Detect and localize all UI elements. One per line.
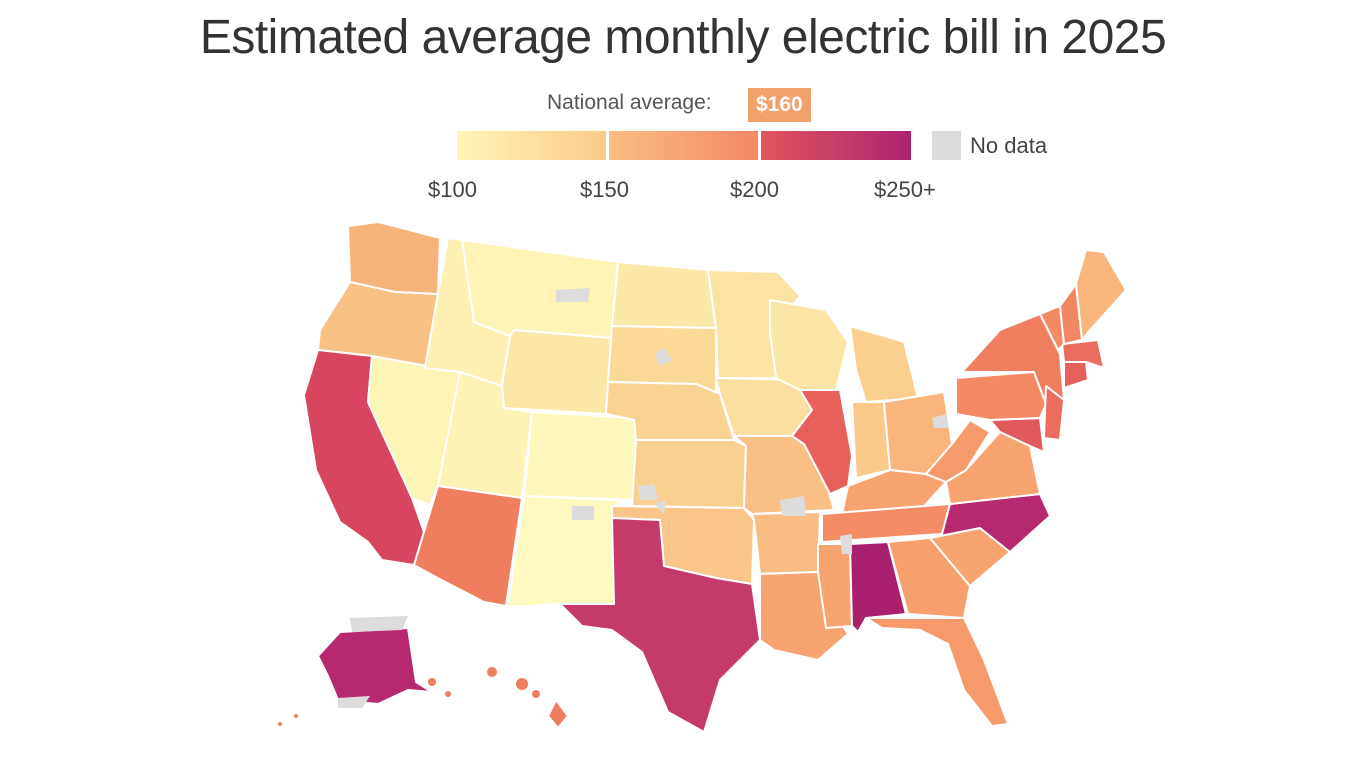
no-data-area: [638, 484, 658, 500]
state-florida: [865, 617, 1009, 727]
legend-tick-150: $150: [580, 177, 629, 202]
no-data-label: No data: [970, 133, 1048, 158]
legend-color-scale-top: [761, 131, 911, 160]
no-data-swatch: [932, 131, 961, 160]
state-arkansas: [751, 511, 821, 575]
state-washington: [347, 221, 441, 295]
state-wisconsin: [769, 299, 849, 391]
no-data-area: [350, 616, 408, 632]
state-wyoming: [501, 329, 613, 415]
island-shape: [278, 722, 282, 726]
national-average-label: National average:: [547, 91, 712, 114]
state-connecticut: [1063, 361, 1089, 389]
no-data-area: [654, 500, 666, 514]
state-new-mexico: [507, 495, 619, 607]
legend-tick-100: $100: [428, 177, 477, 202]
island-shape: [445, 691, 451, 697]
state-massachusetts: [1061, 339, 1105, 369]
no-data-area: [780, 496, 806, 516]
island-shape: [294, 714, 298, 718]
legend-segment-1: [457, 131, 606, 160]
no-data-area: [654, 348, 672, 366]
no-data-area: [572, 506, 594, 520]
island-shape: [487, 667, 497, 677]
state-west-virginia: [925, 419, 991, 483]
national-average-badge: $160: [748, 88, 811, 122]
island-shape: [516, 678, 528, 690]
state-illinois: [791, 389, 853, 495]
island-shape: [428, 678, 436, 686]
no-data-area: [932, 414, 948, 428]
state-hawaii: [547, 699, 569, 729]
no-data-area: [556, 288, 590, 302]
state-georgia: [887, 537, 971, 619]
legend-tick-200: $200: [730, 177, 779, 202]
legend-segment-2: [609, 131, 758, 160]
state-texas: [559, 517, 761, 733]
state-arizona: [413, 485, 523, 607]
state-montana: [461, 239, 619, 339]
state-colorado: [523, 411, 637, 501]
state-new-york: [961, 313, 1065, 405]
state-pennsylvania: [955, 371, 1047, 421]
island-shape: [532, 690, 540, 698]
state-new-jersey: [1043, 385, 1065, 441]
chart-title: Estimated average monthly electric bill …: [199, 11, 1167, 64]
state-michigan: [849, 325, 919, 403]
state-alaska: [317, 627, 433, 705]
state-north-carolina: [929, 493, 1051, 553]
no-data-area: [338, 696, 370, 708]
state-north-dakota: [611, 261, 717, 329]
legend-tick-250: $250+: [874, 177, 936, 202]
no-data-area: [840, 534, 852, 554]
state-maine: [1075, 249, 1127, 341]
